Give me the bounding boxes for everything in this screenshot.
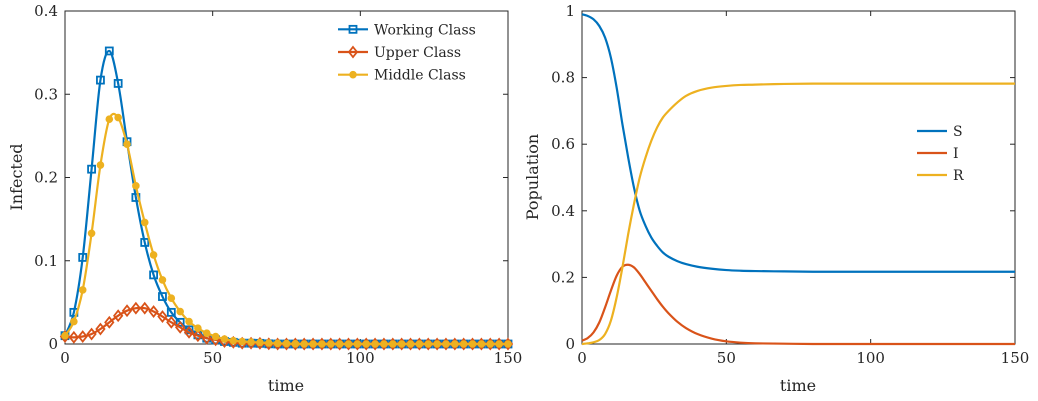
legend-label: Upper Class — [374, 45, 461, 61]
legend-label: S — [953, 124, 963, 140]
x-tick-label: 100 — [346, 349, 375, 367]
population-chart-xlabel: time — [780, 376, 816, 395]
data-point-marker — [177, 308, 184, 315]
legend-label: R — [953, 168, 964, 184]
data-point-marker — [425, 341, 432, 348]
data-point-marker — [239, 338, 246, 345]
data-point-marker — [195, 325, 202, 332]
infected-chart-ylabel: Infected — [7, 143, 26, 210]
data-point-marker — [469, 341, 476, 348]
population-chart-ylabel: Population — [523, 134, 542, 220]
data-point-marker — [141, 219, 148, 226]
data-point-marker — [381, 341, 388, 348]
data-point-marker — [434, 341, 441, 348]
x-tick-label: 150 — [494, 349, 523, 367]
data-point-marker — [221, 336, 228, 343]
legend: SIR — [913, 120, 975, 186]
data-point-marker — [88, 230, 95, 237]
data-point-marker — [443, 341, 450, 348]
data-point-marker — [460, 341, 467, 348]
x-tick-label: 100 — [856, 349, 885, 367]
legend: Working Class Upper Class Middle Class — [334, 18, 506, 86]
data-point-marker — [487, 341, 494, 348]
data-point-marker — [168, 295, 175, 302]
data-point-marker — [398, 341, 405, 348]
data-point-marker — [283, 340, 290, 347]
data-point-marker — [363, 341, 370, 348]
y-tick-label: 0.2 — [551, 268, 575, 286]
y-tick-label: 0.2 — [34, 169, 58, 187]
data-point-marker — [257, 339, 264, 346]
data-point-marker — [301, 341, 308, 348]
data-point-marker — [150, 252, 157, 259]
legend-label: Middle Class — [374, 68, 466, 84]
data-point-marker — [336, 341, 343, 348]
data-point-marker — [186, 318, 193, 325]
data-point-marker — [390, 341, 397, 348]
y-tick-label: 0.4 — [551, 202, 575, 220]
x-tick-label: 150 — [1001, 349, 1030, 367]
data-point-marker — [328, 341, 335, 348]
y-tick-label: 0 — [565, 335, 575, 353]
y-tick-label: 1 — [565, 2, 575, 20]
y-tick-label: 0.1 — [34, 252, 58, 270]
data-point-marker — [79, 287, 86, 294]
data-point-marker — [248, 339, 255, 346]
y-tick-label: 0.3 — [34, 85, 58, 103]
y-tick-label: 0.8 — [551, 69, 575, 87]
data-point-marker — [159, 277, 166, 284]
y-tick-label: 0.6 — [551, 135, 575, 153]
x-tick-label: 50 — [717, 349, 736, 367]
x-tick-label: 50 — [203, 349, 222, 367]
x-tick-label: 0 — [577, 349, 587, 367]
data-point-marker — [372, 341, 379, 348]
data-point-marker — [115, 114, 122, 121]
data-point-marker — [62, 332, 69, 339]
x-tick-label: 0 — [60, 349, 70, 367]
data-point-marker — [407, 341, 414, 348]
data-point-marker — [310, 341, 317, 348]
data-point-marker — [319, 341, 326, 348]
data-point-marker — [496, 341, 503, 348]
data-point-marker — [265, 340, 272, 347]
data-point-marker — [350, 71, 357, 78]
data-point-marker — [71, 318, 78, 325]
data-point-marker — [505, 341, 512, 348]
data-point-marker — [416, 341, 423, 348]
data-point-marker — [106, 116, 113, 123]
data-point-marker — [274, 340, 281, 347]
data-point-marker — [203, 330, 210, 337]
y-tick-label: 0.4 — [34, 2, 58, 20]
data-point-marker — [212, 333, 219, 340]
data-point-marker — [345, 341, 352, 348]
legend-label: Working Class — [374, 22, 476, 38]
data-point-marker — [452, 341, 459, 348]
data-point-marker — [230, 337, 237, 344]
data-point-marker — [133, 183, 140, 190]
y-tick-label: 0 — [48, 335, 58, 353]
data-point-marker — [97, 162, 104, 169]
data-point-marker — [478, 341, 485, 348]
legend-label: I — [953, 146, 959, 162]
data-point-marker — [354, 341, 361, 348]
infected-chart-xlabel: time — [268, 376, 304, 395]
data-point-marker — [292, 341, 299, 348]
data-point-marker — [124, 141, 131, 148]
